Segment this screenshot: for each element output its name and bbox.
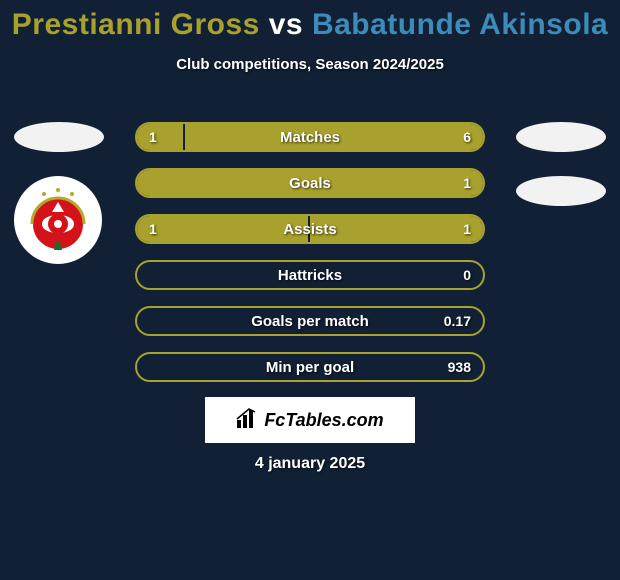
stat-row: Goals1 bbox=[135, 168, 485, 198]
player2-club-logo bbox=[516, 176, 606, 206]
stat-value-left: 1 bbox=[149, 216, 157, 242]
stat-label: Min per goal bbox=[137, 354, 483, 380]
player1-club-logo bbox=[14, 176, 102, 264]
stat-row: Hattricks0 bbox=[135, 260, 485, 290]
footer-date: 4 january 2025 bbox=[0, 455, 620, 473]
stat-label: Matches bbox=[137, 124, 483, 150]
subtitle: Club competitions, Season 2024/2025 bbox=[0, 56, 620, 73]
title-vs: vs bbox=[269, 8, 312, 41]
fctables-text: FcTables.com bbox=[264, 410, 383, 431]
benfica-badge-icon bbox=[22, 184, 94, 256]
player2-photo bbox=[516, 122, 606, 152]
page-title: Prestianni Gross vs Babatunde Akinsola bbox=[0, 0, 620, 42]
stat-label: Goals per match bbox=[137, 308, 483, 334]
player1-photo bbox=[14, 122, 104, 152]
stat-label: Assists bbox=[137, 216, 483, 242]
stat-row: Assists1 1 bbox=[135, 214, 485, 244]
stat-label: Hattricks bbox=[137, 262, 483, 288]
stat-value-right: 1 bbox=[463, 216, 471, 242]
stat-label: Goals bbox=[137, 170, 483, 196]
stat-row: Min per goal938 bbox=[135, 352, 485, 382]
stat-value-right: 0 bbox=[463, 262, 471, 288]
stat-value-right: 6 bbox=[463, 124, 471, 150]
stat-value-right: 1 bbox=[463, 170, 471, 196]
stat-value-left: 1 bbox=[149, 124, 157, 150]
stat-row: Matches1 6 bbox=[135, 122, 485, 152]
fctables-chart-icon bbox=[236, 408, 258, 433]
stat-value-right: 0.17 bbox=[444, 308, 471, 334]
stats-container: Matches16Goals1Assists11Hattricks0Goals … bbox=[135, 122, 485, 398]
stat-row: Goals per match0.17 bbox=[135, 306, 485, 336]
title-player1: Prestianni Gross bbox=[12, 8, 260, 41]
stat-value-right: 938 bbox=[448, 354, 471, 380]
title-player2: Babatunde Akinsola bbox=[312, 8, 608, 41]
fctables-brand: FcTables.com bbox=[205, 397, 415, 443]
